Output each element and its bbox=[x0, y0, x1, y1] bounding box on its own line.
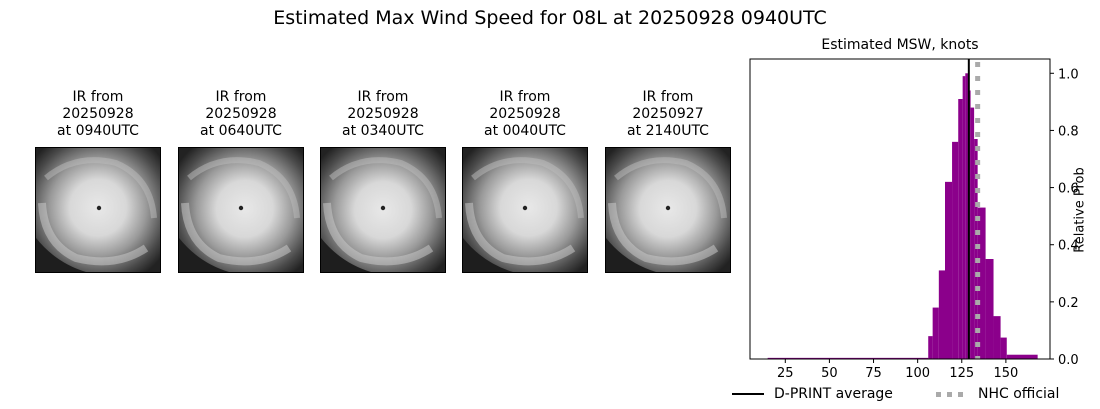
ir-caption: IR from 20250927 at 2140UTC bbox=[627, 89, 709, 139]
histogram-bar bbox=[1006, 354, 1038, 359]
x-tick-label: 75 bbox=[865, 366, 882, 381]
histogram-bar bbox=[952, 141, 959, 359]
x-tick-label: 50 bbox=[821, 366, 838, 381]
chart-title: Estimated MSW, knots bbox=[821, 37, 979, 53]
ir-panel: IR from 20250928 at 0040UTC bbox=[462, 89, 588, 273]
legend-dprint: D-PRINT average bbox=[732, 386, 893, 402]
histogram-bar bbox=[977, 207, 986, 359]
histogram-bar bbox=[970, 107, 975, 359]
ir-caption: IR from 20250928 at 0940UTC bbox=[57, 89, 139, 139]
histogram-bar bbox=[767, 357, 929, 359]
ir-satellite-image bbox=[320, 147, 446, 273]
histogram-bar bbox=[928, 336, 933, 359]
legend-label-nhc: NHC official bbox=[978, 386, 1060, 402]
histogram-bar bbox=[993, 316, 1001, 359]
y-tick-label: 0.2 bbox=[1058, 296, 1079, 311]
x-tick-label: 100 bbox=[905, 366, 930, 381]
ir-caption: IR from 20250928 at 0040UTC bbox=[484, 89, 566, 139]
dotted-line-icon bbox=[936, 391, 968, 397]
ir-satellite-image bbox=[35, 147, 161, 273]
x-tick-label: 125 bbox=[949, 366, 974, 381]
histogram-bar bbox=[945, 181, 953, 359]
ir-panel: IR from 20250927 at 2140UTC bbox=[605, 89, 731, 273]
y-tick-label: 0.0 bbox=[1058, 353, 1079, 368]
histogram-bar bbox=[1000, 337, 1007, 359]
y-tick-label: 1.0 bbox=[1058, 67, 1079, 82]
ir-panel: IR from 20250928 at 0940UTC bbox=[35, 89, 161, 273]
x-tick-label: 25 bbox=[777, 366, 794, 381]
histogram-bar bbox=[962, 76, 966, 360]
ir-satellite-image bbox=[605, 147, 731, 273]
figure-title: Estimated Max Wind Speed for 08L at 2025… bbox=[273, 7, 827, 29]
ir-satellite-image bbox=[178, 147, 304, 273]
x-tick-label: 150 bbox=[993, 366, 1018, 381]
ir-caption: IR from 20250928 at 0340UTC bbox=[342, 89, 424, 139]
legend-label-dprint: D-PRINT average bbox=[774, 386, 893, 402]
ir-caption: IR from 20250928 at 0640UTC bbox=[200, 89, 282, 139]
ir-panel: IR from 20250928 at 0340UTC bbox=[320, 89, 446, 273]
legend-nhc: NHC official bbox=[936, 386, 1059, 402]
ir-panel: IR from 20250928 at 0640UTC bbox=[178, 89, 304, 273]
y-tick-label: 0.6 bbox=[1058, 182, 1079, 197]
plot-frame bbox=[749, 58, 1051, 360]
histogram-bar bbox=[938, 270, 945, 359]
histogram-bar bbox=[932, 307, 939, 359]
histogram-bar bbox=[965, 73, 968, 360]
y-tick-label: 0.4 bbox=[1058, 239, 1079, 254]
ir-satellite-image bbox=[462, 147, 588, 273]
y-tick-label: 0.8 bbox=[1058, 124, 1079, 139]
histogram-bar bbox=[958, 99, 963, 359]
histogram-bar bbox=[985, 259, 994, 359]
solid-line-icon bbox=[732, 393, 764, 395]
